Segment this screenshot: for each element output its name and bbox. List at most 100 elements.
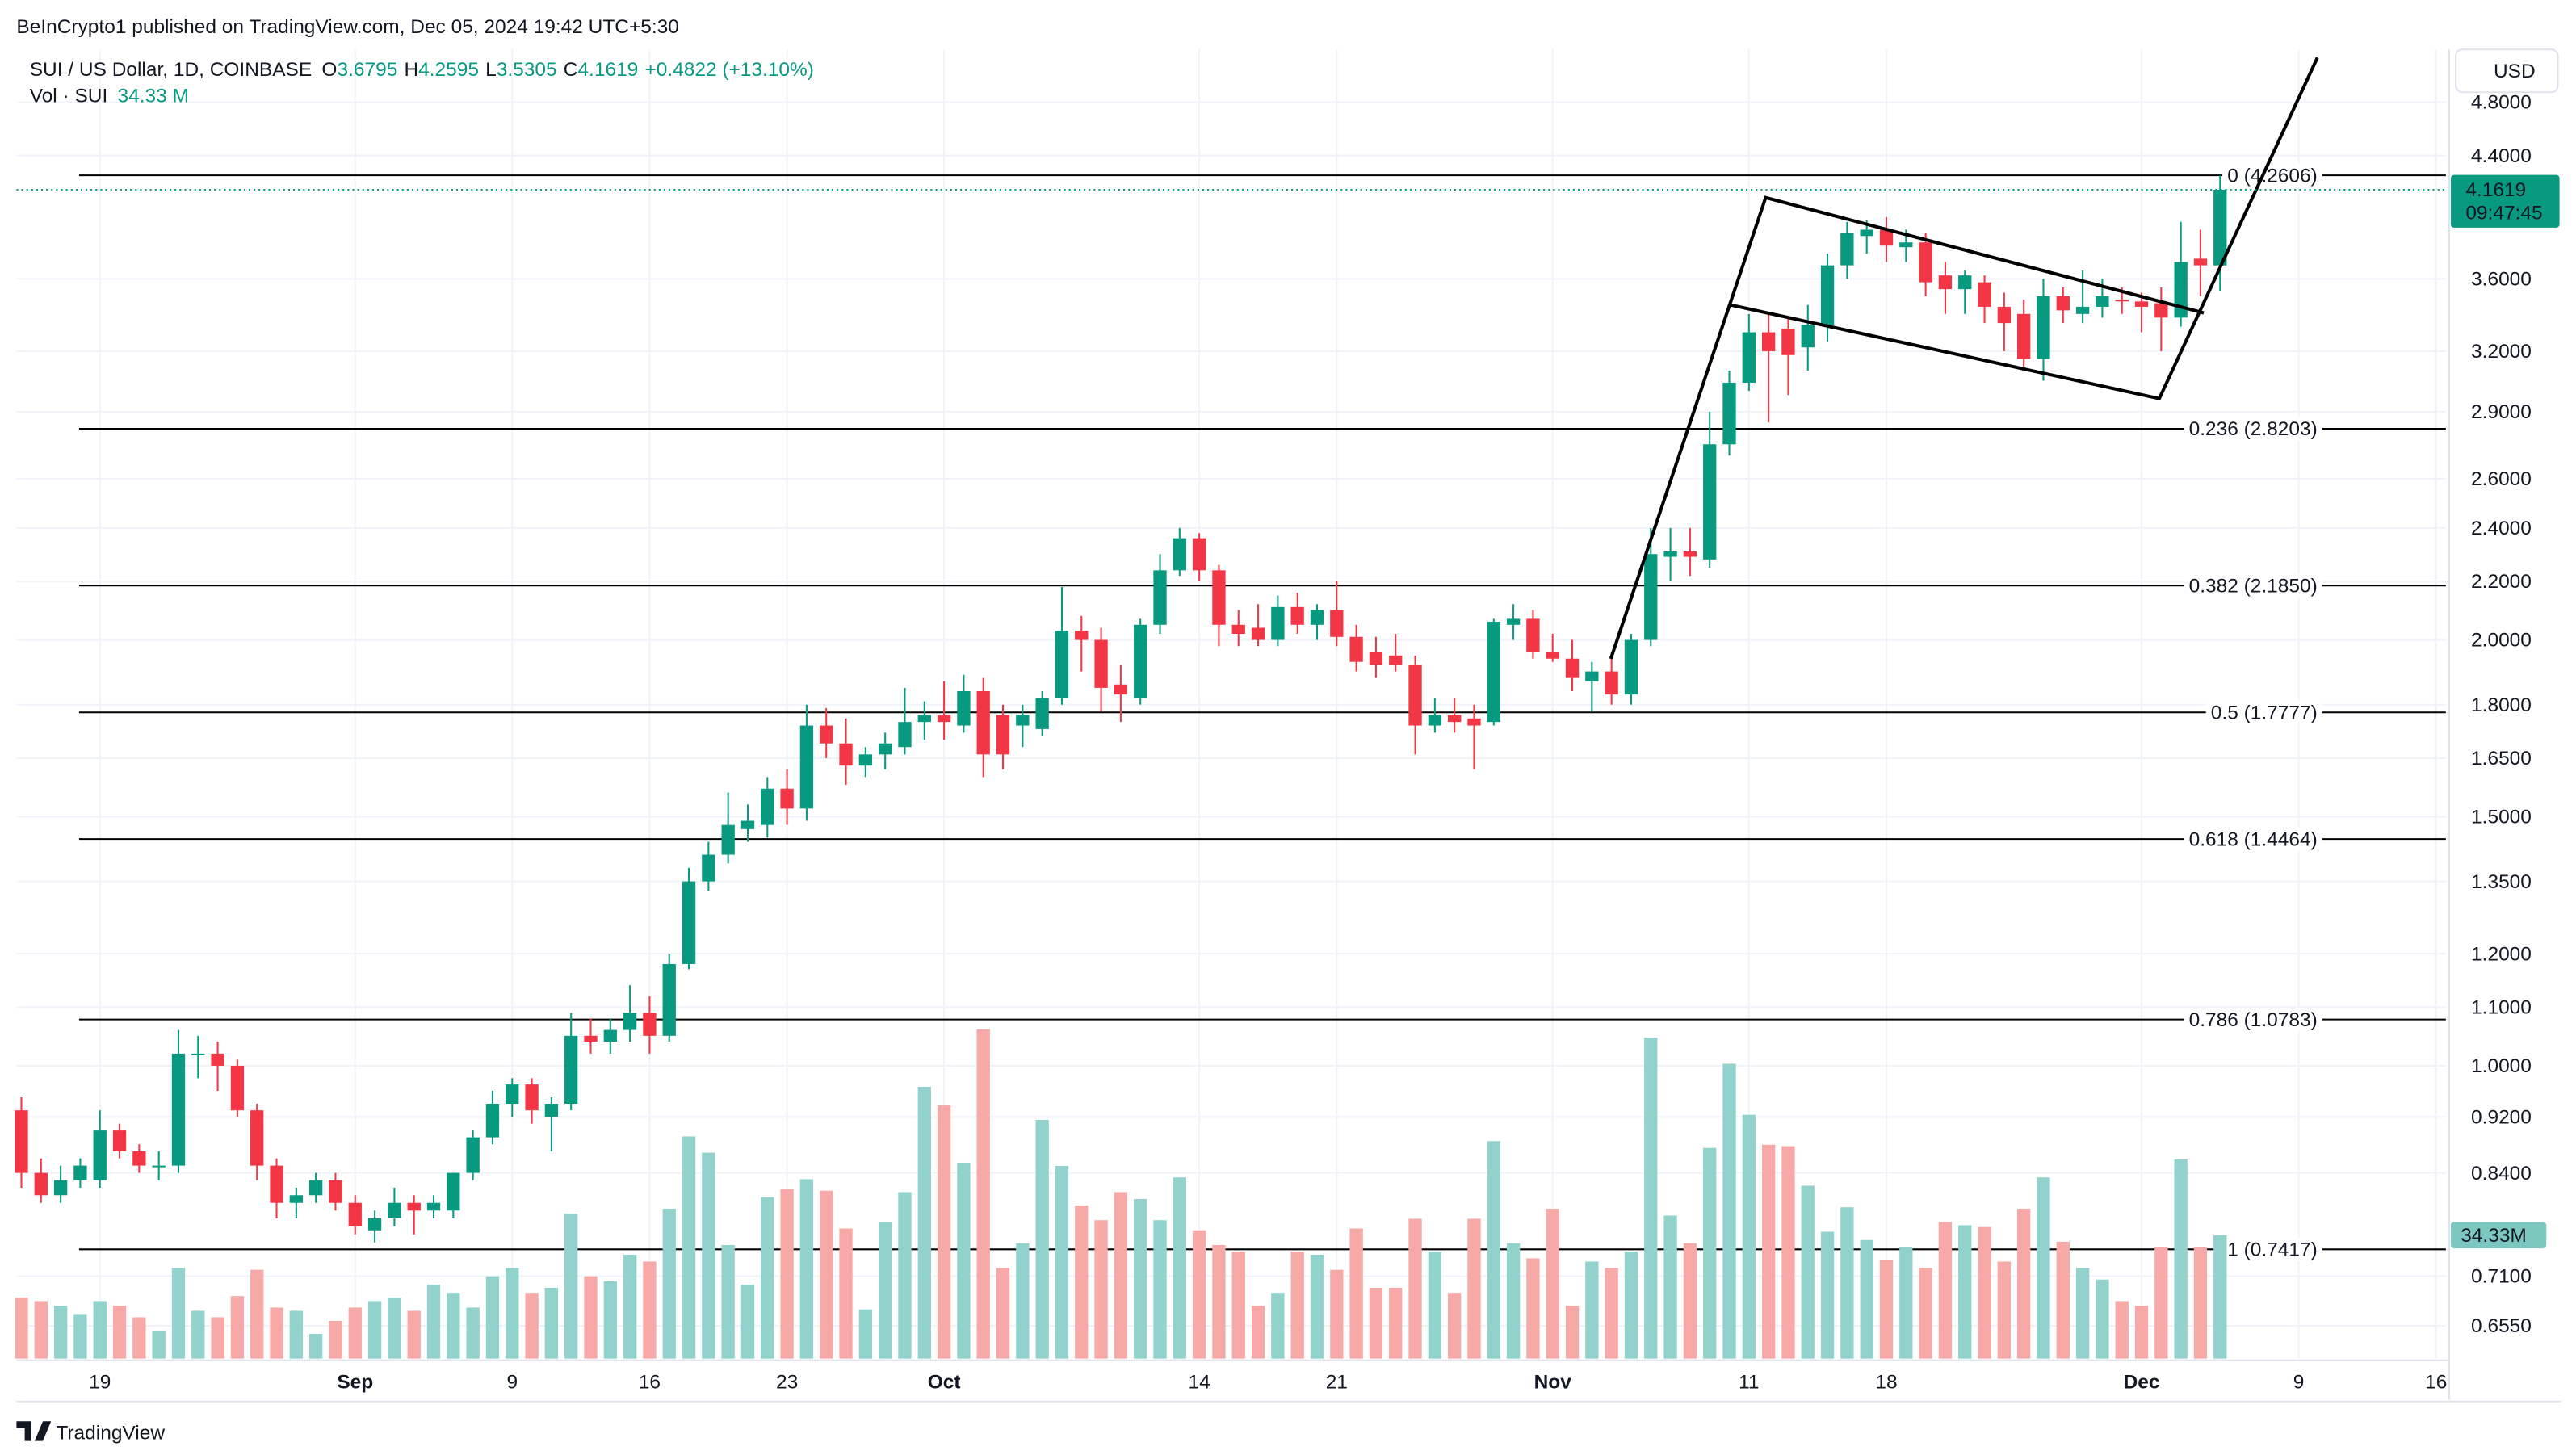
candle-body [230,1065,245,1111]
fib-levels: 0 (4.2606) 0.236 (2.8203) 0.382 (2.1850) 0.… [78,163,2446,1261]
candle-body [1389,655,1403,665]
volume-bar [1153,1220,1167,1359]
volume-bar [917,1087,931,1359]
fib-label: 0.236 (2.8203) [2189,418,2318,440]
volume-bar [466,1307,480,1359]
candle-body [544,1104,559,1117]
volume-bar [1801,1185,1815,1359]
fib-label-bg [2184,1008,2322,1031]
volume-bar [761,1197,774,1359]
candle-body [1585,671,1599,681]
candle-body [1153,570,1167,625]
x-tick-label: 16 [2425,1371,2447,1393]
candle-body [171,1053,186,1166]
fib-label: 0 (4.2606) [2227,165,2318,187]
volume-bar [976,1029,990,1359]
candle-body [1997,306,2012,324]
candle-body [1938,275,1953,290]
volume-bar [603,1281,617,1359]
candle-body [682,881,696,965]
volume-bar [584,1276,598,1359]
volume-bar [171,1268,186,1359]
volume-bar [1369,1287,1383,1359]
y-tick-label: 2.0000 [2471,630,2532,652]
fib-label-bg [2184,417,2322,441]
y-tick-label: 0.8400 [2471,1163,2532,1185]
candle-body [898,722,912,748]
candle-body [1722,382,1736,445]
volume-bar [2193,1247,2208,1359]
volume-bar [1938,1222,1953,1359]
volume-bar [485,1276,500,1359]
candle-body [2037,296,2050,359]
candle-body [1624,639,1638,695]
candle-body [34,1172,48,1196]
price-tag-value: 4.1619 [2465,179,2526,201]
volume-bar [1290,1251,1304,1359]
candle-body [1703,444,1717,560]
volume-bar [1958,1225,1972,1359]
volume-bar [1978,1226,1991,1359]
candle-body [132,1151,146,1166]
brand: TradingView [56,1423,165,1445]
candle-body [2115,300,2129,302]
candle-body [1448,715,1462,723]
candle-body [1742,332,1756,383]
low: 3.5305 [497,59,557,81]
volume-bar [1860,1239,1873,1359]
candle-body [1663,551,1677,557]
candle-body [1801,325,1815,348]
y-tick-label: 0.6550 [2471,1315,2532,1337]
y-tick-label: 2.4000 [2471,518,2532,539]
currency-button[interactable] [2455,48,2559,94]
volume-bar [1899,1247,1913,1359]
candle-body [1565,658,1580,678]
x-tick-label: Sep [337,1371,373,1393]
candle-body [289,1195,304,1203]
candle-body [407,1202,421,1211]
candle-body [1467,718,1481,726]
x-tick-label: 21 [1326,1371,1348,1393]
volume-bar [662,1208,676,1359]
candle-body [1055,631,1069,698]
volume-tag-value: 34.33M [2461,1225,2527,1247]
candle-body [1134,624,1147,698]
volume-bar [623,1254,637,1359]
y-tick-label: 1.8000 [2471,694,2532,716]
volume-bar [1271,1293,1285,1359]
volume-bar [1781,1146,1795,1359]
candle-body [858,754,873,766]
volume-bar [112,1306,127,1359]
volume-bar [2056,1241,2070,1359]
candle-body [2096,296,2109,307]
x-tick-label: 9 [2293,1371,2305,1393]
y-tick-label: 0.9200 [2471,1107,2532,1129]
high: 4.2595 [418,59,479,81]
volume-name: Vol · SUI [30,85,108,107]
change: +0.4822 (+13.10%) [644,59,814,81]
symbol: SUI / US Dollar, 1D, COINBASE [30,59,312,81]
volume-bar [426,1284,441,1359]
y-tick-label: 3.6000 [2471,269,2532,291]
volume-bar [1467,1218,1481,1359]
volume-bar [1389,1287,1403,1359]
volume-bar [308,1333,323,1359]
currency[interactable]: USD [2494,61,2536,82]
volume-bar [1526,1258,1540,1359]
y-tick-label: 4.8000 [2471,92,2532,114]
c-label: C [564,59,578,81]
volume-bar [1330,1269,1344,1359]
volume-bar [682,1136,696,1359]
volume-bar [1035,1119,1049,1359]
candle-body [603,1029,617,1042]
candle-body [1958,275,1972,290]
volume-bar [839,1228,853,1359]
candle-body [329,1180,342,1203]
fib-label: 0.618 (1.4464) [2189,828,2318,850]
candle-body [1310,610,1324,625]
volume-bar [702,1152,715,1359]
candle-body [839,743,853,766]
